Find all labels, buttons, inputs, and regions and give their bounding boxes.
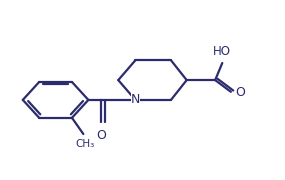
Text: HO: HO — [213, 45, 231, 58]
Text: O: O — [235, 86, 245, 99]
Text: O: O — [96, 129, 106, 142]
Text: N: N — [131, 93, 140, 106]
Text: CH₃: CH₃ — [75, 139, 94, 148]
